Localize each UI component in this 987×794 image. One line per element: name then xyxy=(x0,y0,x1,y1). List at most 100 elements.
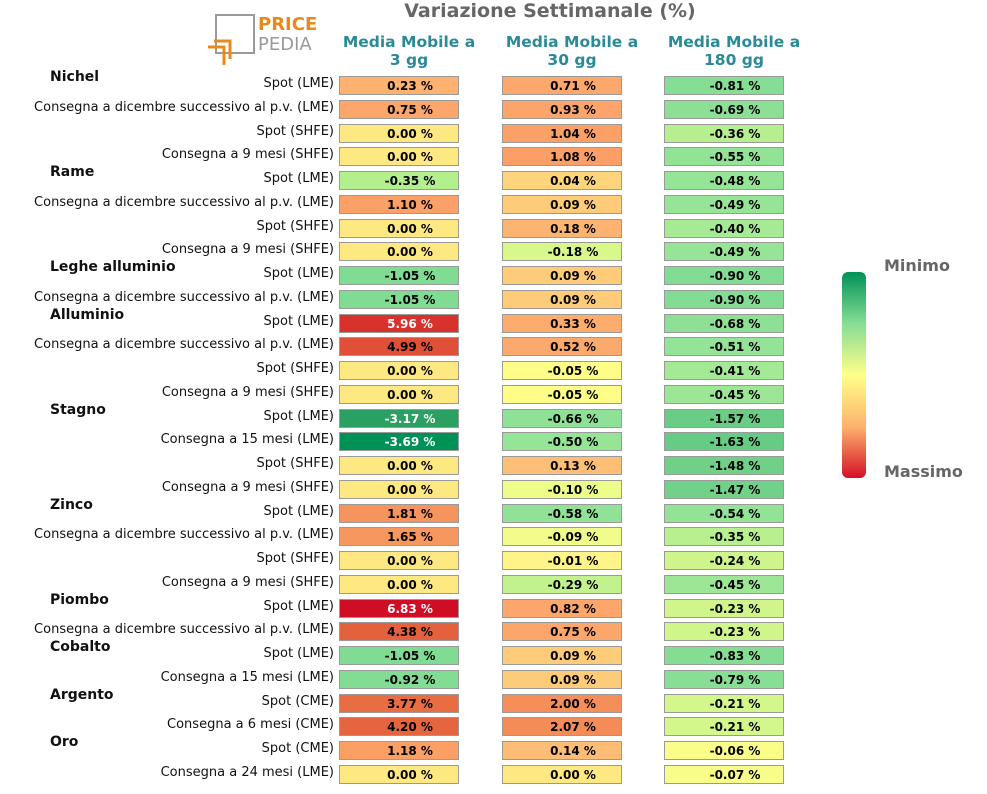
value-cell: -0.06 % xyxy=(664,741,784,760)
value-cell: -0.09 % xyxy=(502,527,622,547)
value-cell: -0.81 % xyxy=(664,76,784,95)
row-label: Spot (LME) xyxy=(263,503,334,519)
value-cell: -0.45 % xyxy=(664,574,784,594)
value-cell: -0.18 % xyxy=(502,242,622,262)
value-cell: 0.09 % xyxy=(502,289,622,309)
row-label: Spot (SHFE) xyxy=(256,551,334,566)
legend-min-label: Minimo xyxy=(884,256,950,275)
value-cell: -0.48 % xyxy=(664,171,784,190)
group-label-argento: Argento xyxy=(50,686,114,703)
value-cell: 0.09 % xyxy=(502,669,622,689)
value-cell: 0.00 % xyxy=(339,551,459,570)
value-cell: -1.63 % xyxy=(664,432,784,452)
value-cell: 0.75 % xyxy=(339,99,459,119)
value-cell: -0.07 % xyxy=(664,764,784,784)
value-cell: 2.00 % xyxy=(502,693,622,713)
value-cell: 0.00 % xyxy=(339,123,459,143)
row-label: Spot (SHFE) xyxy=(256,361,334,376)
row-label: Consegna a 9 mesi (SHFE) xyxy=(161,242,334,258)
value-cell: 0.71 % xyxy=(502,76,622,95)
row-label: Spot (LME) xyxy=(263,598,334,614)
value-cell: -0.79 % xyxy=(664,669,784,689)
row-label: Consegna a 6 mesi (CME) xyxy=(167,717,334,733)
value-cell: -0.24 % xyxy=(664,551,784,570)
row-label: Spot (LME) xyxy=(263,171,334,186)
value-cell: -3.69 % xyxy=(339,432,459,452)
value-cell: -1.57 % xyxy=(664,408,784,428)
value-cell: -1.47 % xyxy=(664,479,784,499)
value-cell: 1.04 % xyxy=(502,123,622,143)
row-label: Consegna a 15 mesi (LME) xyxy=(160,432,334,448)
value-cell: -0.58 % xyxy=(502,503,622,523)
value-cell: 0.14 % xyxy=(502,741,622,760)
group-label-nichel: Nichel xyxy=(50,69,100,85)
column-header-30gg: Media Mobile a 30 gg xyxy=(505,33,639,69)
value-cell: -0.54 % xyxy=(664,503,784,523)
value-cell: 0.09 % xyxy=(502,266,622,285)
row-label: Consegna a 9 mesi (SHFE) xyxy=(161,574,334,590)
value-cell: 0.00 % xyxy=(339,384,459,404)
row-label: Spot (CME) xyxy=(261,693,334,709)
value-cell: 4.38 % xyxy=(339,622,459,642)
value-cell: 2.07 % xyxy=(502,717,622,737)
value-cell: -0.45 % xyxy=(664,384,784,404)
value-cell: 4.20 % xyxy=(339,717,459,737)
value-cell: -0.51 % xyxy=(664,337,784,357)
value-cell: 1.10 % xyxy=(339,194,459,214)
value-cell: 4.99 % xyxy=(339,337,459,357)
group-label-leghe-alluminio: Leghe alluminio xyxy=(50,259,176,275)
value-cell: 0.09 % xyxy=(502,194,622,214)
color-scale-bar xyxy=(842,272,866,478)
value-cell: 0.23 % xyxy=(339,76,459,95)
value-cell: -0.50 % xyxy=(502,432,622,452)
value-cell: 0.00 % xyxy=(502,764,622,784)
row-label: Spot (LME) xyxy=(263,646,334,661)
logo-mark-icon xyxy=(208,14,255,65)
value-cell: 0.93 % xyxy=(502,99,622,119)
value-cell: -0.55 % xyxy=(664,147,784,167)
value-cell: 0.82 % xyxy=(502,598,622,618)
row-label: Spot (SHFE) xyxy=(256,456,334,471)
value-cell: 1.08 % xyxy=(502,147,622,167)
value-cell: -0.35 % xyxy=(339,171,459,190)
pricepedia-logo: PRICE PEDIA xyxy=(206,14,318,66)
row-label: Consegna a dicembre successivo al p.v. (… xyxy=(34,527,334,543)
value-cell: -0.10 % xyxy=(502,479,622,499)
value-cell: -0.66 % xyxy=(502,408,622,428)
row-label: Spot (CME) xyxy=(261,741,334,756)
row-label: Consegna a dicembre successivo al p.v. (… xyxy=(34,622,334,638)
value-cell: 1.18 % xyxy=(339,741,459,760)
value-cell: -0.49 % xyxy=(664,194,784,214)
row-label: Consegna a dicembre successivo al p.v. (… xyxy=(34,194,334,210)
group-label-piombo: Piombo xyxy=(50,591,109,608)
group-label-cobalto: Cobalto xyxy=(50,639,111,655)
value-cell: -0.40 % xyxy=(664,218,784,238)
row-label: Spot (LME) xyxy=(263,408,334,424)
value-cell: 0.13 % xyxy=(502,456,622,475)
value-cell: -3.17 % xyxy=(339,408,459,428)
value-cell: -0.35 % xyxy=(664,527,784,547)
row-label: Consegna a 9 mesi (SHFE) xyxy=(161,147,334,163)
value-cell: 0.00 % xyxy=(339,147,459,167)
value-cell: -1.05 % xyxy=(339,646,459,665)
value-cell: -0.23 % xyxy=(664,622,784,642)
group-label-alluminio: Alluminio xyxy=(50,306,125,323)
value-cell: 0.00 % xyxy=(339,574,459,594)
row-label: Spot (SHFE) xyxy=(256,123,334,139)
group-label-rame: Rame xyxy=(50,164,95,180)
value-cell: -0.90 % xyxy=(664,266,784,285)
value-cell: -0.05 % xyxy=(502,361,622,380)
value-cell: -0.92 % xyxy=(339,669,459,689)
column-header-180gg: Media Mobile a 180 gg xyxy=(667,33,801,69)
value-cell: -1.05 % xyxy=(339,266,459,285)
value-cell: -0.05 % xyxy=(502,384,622,404)
group-label-oro: Oro xyxy=(50,734,79,750)
value-cell: -1.05 % xyxy=(339,289,459,309)
value-cell: 0.00 % xyxy=(339,456,459,475)
group-label-zinco: Zinco xyxy=(50,496,93,513)
value-cell: -0.21 % xyxy=(664,693,784,713)
group-label-stagno: Stagno xyxy=(50,401,106,418)
value-cell: 0.09 % xyxy=(502,646,622,665)
row-label: Spot (LME) xyxy=(263,76,334,91)
row-label: Consegna a dicembre successivo al p.v. (… xyxy=(34,337,334,353)
